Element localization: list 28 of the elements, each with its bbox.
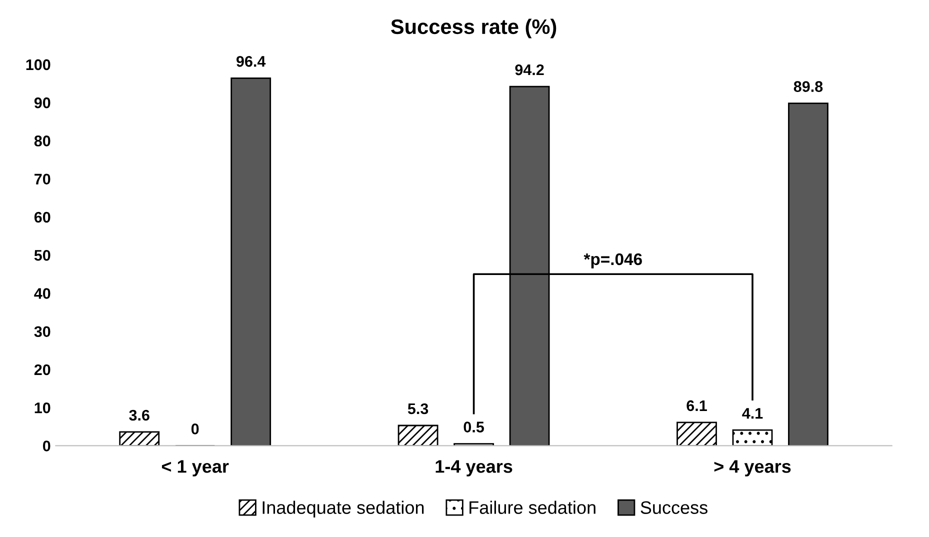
data-label: 89.8 (794, 81, 823, 92)
y-tick-label: 20 (34, 364, 50, 376)
y-tick-label: 70 (34, 174, 50, 185)
y-tick-label: 10 (34, 402, 50, 414)
x-tick-label: 1-4 years (436, 460, 512, 476)
y-tick-label: 100 (26, 59, 50, 70)
data-label: 96.4 (236, 56, 266, 67)
data-label: 0.5 (464, 422, 484, 432)
legend-label: Success (640, 501, 708, 514)
x-tick-label: > 4 years (714, 460, 791, 476)
data-label: 0 (191, 424, 199, 434)
legend-label: Failure sedation (470, 500, 596, 514)
y-tick-label: 0 (42, 440, 50, 452)
y-tick-label: 80 (34, 136, 50, 146)
data-label: 3.6 (129, 410, 150, 421)
y-tick-label: 40 (34, 288, 50, 299)
y-tick-label: 30 (34, 326, 50, 338)
legend-label: Inadequate sedation (262, 500, 424, 518)
data-label: 94.2 (515, 64, 544, 76)
data-label: 5.3 (408, 403, 428, 414)
annotation: *p=.046 (584, 253, 642, 268)
data-label: 4.1 (742, 408, 763, 419)
data-label: 6.1 (686, 400, 707, 412)
y-tick-label: 90 (34, 97, 50, 108)
y-tick-label: 60 (34, 212, 50, 223)
chart-title: Success rate (%) (391, 18, 556, 38)
x-tick-label: < 1 year (162, 460, 229, 476)
y-tick-label: 50 (34, 250, 50, 261)
